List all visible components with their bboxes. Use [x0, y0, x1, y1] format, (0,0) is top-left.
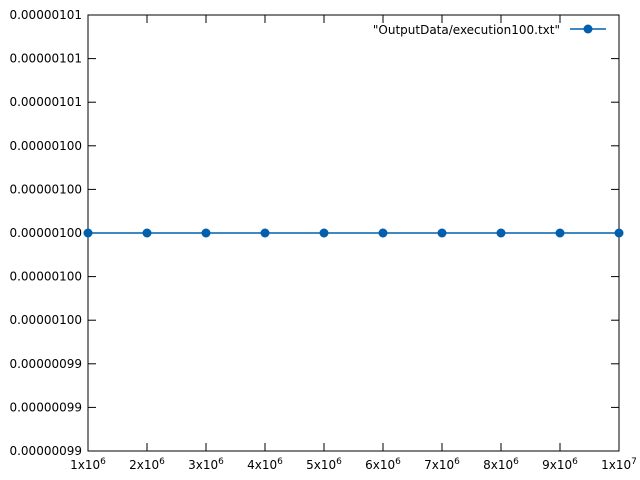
data-point: [555, 228, 565, 238]
data-point: [142, 228, 152, 238]
y-tick-label: 0.00000101: [9, 95, 82, 109]
x-tick-label: 7x106: [424, 457, 460, 472]
y-axis-tick-labels: 0.00000101 0.00000101 0.00000101 0.00000100…: [9, 8, 82, 458]
data-point: [83, 228, 93, 238]
series-layer: [83, 228, 624, 238]
data-point: [378, 228, 388, 238]
x-tick-label: 1x107: [601, 457, 637, 472]
x-axis-tick-labels: 1x106 2x106 3x106 4x106 5x106 6x106 7x106 8x106…: [70, 457, 637, 472]
y-tick-label: 0.00000100: [9, 226, 82, 240]
y-tick-label: 0.00000101: [9, 52, 82, 66]
x-tick-label: 8x106: [483, 457, 519, 472]
x-tick-label: 5x106: [306, 457, 342, 472]
x-tick-label: 2x106: [129, 457, 165, 472]
x-tick-label: 3x106: [188, 457, 224, 472]
legend-label: "OutputData/execution100.txt": [373, 23, 560, 37]
data-point: [496, 228, 506, 238]
legend-marker: [583, 24, 593, 34]
x-tick-label: 6x106: [365, 457, 401, 472]
y-tick-label: 0.00000100: [9, 139, 82, 153]
y-tick-label: 0.00000100: [9, 270, 82, 284]
x-tick-label: 1x106: [70, 457, 106, 472]
x-tick-label: 9x106: [542, 457, 578, 472]
y-tick-label: 0.00000099: [9, 357, 82, 371]
y-tick-label: 0.00000099: [9, 400, 82, 414]
data-point: [614, 228, 624, 238]
y-tick-label: 0.00000101: [9, 8, 82, 22]
legend: "OutputData/execution100.txt": [373, 23, 606, 37]
data-point: [260, 228, 270, 238]
y-tick-label: 0.00000100: [9, 182, 82, 196]
data-point: [437, 228, 447, 238]
x-tick-label: 4x106: [247, 457, 283, 472]
y-tick-label: 0.00000099: [9, 444, 82, 458]
data-point: [319, 228, 329, 238]
data-point: [201, 228, 211, 238]
y-tick-label: 0.00000100: [9, 313, 82, 327]
